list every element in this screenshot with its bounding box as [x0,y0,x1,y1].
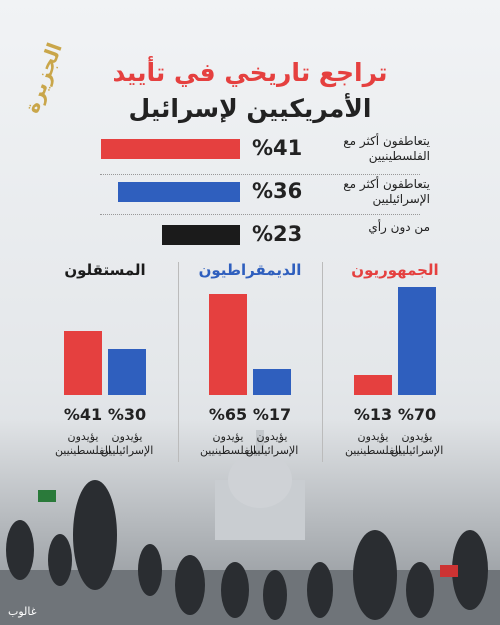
value-label: %41 [63,405,103,424]
bar [161,225,240,245]
value-label: %70 [397,405,437,424]
separator [100,214,420,215]
value-label: %17 [252,405,292,424]
bar [398,286,436,395]
category-label: يؤيدون الفلسطينيين [344,430,402,457]
category-label: من دون رأي [368,220,430,234]
bar [117,182,240,202]
bar [64,331,102,395]
bar [100,139,240,159]
divider [322,262,323,462]
subtitle: الأمريكيين لإسرائيل [128,94,372,123]
bar [209,294,247,395]
separator [100,174,420,175]
value-label: %36 [252,179,303,203]
value-label: %41 [252,136,303,160]
divider [178,262,179,462]
bar [108,348,146,395]
value-label: %30 [107,405,147,424]
category-label: يؤيدون الفلسطينيين [54,430,112,457]
value-label: %13 [353,405,393,424]
group-title: الديمقراطيون [198,261,302,279]
category-label: يتعاطفون أكثر مع الفلسطينيين [343,134,430,163]
bar [354,374,392,395]
category-label: يؤيدون الإسرائيليين [100,430,154,457]
value-label: %23 [252,222,303,246]
category-label: يتعاطفون أكثر مع الإسرائيليين [343,177,430,206]
bar [253,368,291,395]
credit: غالوب [8,605,37,618]
category-label: يؤيدون الإسرائيليين [390,430,444,457]
title: تراجع تاريخي في تأييد [112,58,388,87]
photo-background [0,420,500,625]
category-label: يؤيدون الفلسطينيين [199,430,257,457]
value-label: %65 [208,405,248,424]
group-title: الجمهوريون [351,261,439,279]
category-label: يؤيدون الإسرائيليين [245,430,299,457]
group-title: المستقلون [64,261,146,279]
